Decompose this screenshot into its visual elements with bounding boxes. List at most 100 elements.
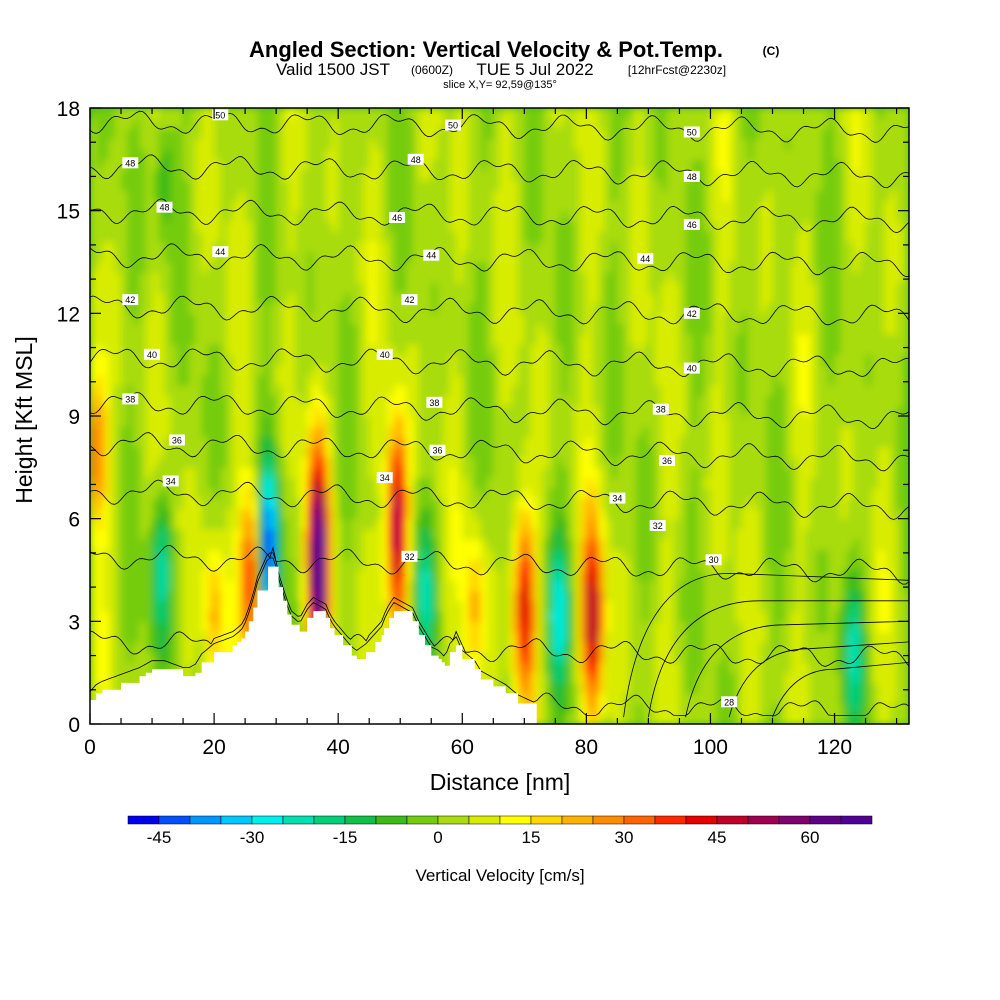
velocity-cell xyxy=(121,498,128,509)
velocity-cell xyxy=(183,374,190,386)
velocity-cell xyxy=(499,580,507,592)
velocity-cell xyxy=(561,220,569,232)
velocity-cell xyxy=(139,118,147,130)
velocity-cell xyxy=(257,528,265,540)
velocity-cell xyxy=(127,508,135,520)
velocity-cell xyxy=(245,477,252,489)
velocity-cell xyxy=(369,426,376,438)
velocity-cell xyxy=(238,108,246,119)
velocity-cell xyxy=(220,282,228,294)
velocity-cell xyxy=(518,600,525,612)
velocity-cell xyxy=(127,528,135,540)
velocity-cell xyxy=(338,169,345,181)
velocity-cell xyxy=(282,231,290,243)
velocity-cell xyxy=(294,374,302,386)
velocity-cell xyxy=(363,416,370,427)
velocity-cell xyxy=(145,333,153,345)
velocity-cell xyxy=(387,169,395,181)
velocity-cell xyxy=(524,159,532,171)
velocity-cell xyxy=(319,446,327,458)
velocity-cell xyxy=(189,128,197,140)
velocity-cell xyxy=(319,364,327,376)
velocity-cell xyxy=(443,292,451,304)
velocity-cell xyxy=(127,262,135,273)
velocity-cell xyxy=(542,621,550,633)
velocity-cell xyxy=(418,323,426,335)
velocity-cell xyxy=(425,405,432,417)
velocity-cell xyxy=(567,641,575,653)
velocity-cell xyxy=(307,559,314,571)
velocity-cell xyxy=(158,662,166,674)
velocity-cell xyxy=(96,108,103,119)
velocity-cell xyxy=(518,416,525,427)
velocity-cell xyxy=(127,374,135,386)
velocity-cell xyxy=(468,190,476,201)
velocity-cell xyxy=(555,364,563,376)
velocity-cell xyxy=(567,662,575,674)
velocity-cell xyxy=(164,190,172,201)
velocity-cell xyxy=(195,262,203,273)
velocity-cell xyxy=(406,272,414,284)
velocity-cell xyxy=(158,611,166,622)
velocity-cell xyxy=(530,374,538,386)
velocity-cell xyxy=(474,641,482,653)
velocity-cell xyxy=(145,498,153,509)
velocity-cell xyxy=(443,220,451,232)
velocity-cell xyxy=(201,210,209,222)
velocity-cell xyxy=(462,385,470,397)
velocity-cell xyxy=(164,405,172,417)
velocity-cell xyxy=(567,241,575,253)
velocity-cell xyxy=(313,200,321,212)
velocity-cell xyxy=(375,590,383,602)
velocity-cell xyxy=(288,200,296,212)
velocity-cell xyxy=(90,251,97,263)
velocity-cell xyxy=(145,559,153,571)
velocity-cell xyxy=(226,169,234,181)
velocity-cell xyxy=(474,652,482,663)
velocity-cell xyxy=(449,570,457,581)
velocity-cell xyxy=(331,200,339,212)
velocity-cell xyxy=(245,621,252,633)
velocity-cell xyxy=(542,600,550,612)
velocity-cell xyxy=(406,323,414,335)
velocity-cell xyxy=(363,344,370,355)
velocity-cell xyxy=(406,436,414,448)
velocity-cell xyxy=(96,457,103,468)
velocity-cell xyxy=(139,477,147,489)
velocity-cell xyxy=(437,549,445,561)
velocity-cell xyxy=(524,508,532,520)
velocity-cell xyxy=(226,549,234,561)
velocity-cell xyxy=(412,210,420,222)
velocity-cell xyxy=(344,344,352,355)
velocity-cell xyxy=(96,590,103,602)
velocity-cell xyxy=(238,580,246,592)
velocity-cell xyxy=(542,385,550,397)
velocity-cell xyxy=(375,333,383,345)
velocity-cell xyxy=(121,487,128,499)
velocity-cell xyxy=(226,426,234,438)
velocity-cell xyxy=(567,426,575,438)
velocity-cell xyxy=(114,344,122,355)
velocity-cell xyxy=(369,467,376,479)
velocity-cell xyxy=(257,559,265,571)
velocity-cell xyxy=(431,528,439,540)
velocity-cell xyxy=(456,303,463,314)
velocity-cell xyxy=(300,210,308,222)
velocity-cell xyxy=(542,662,550,674)
velocity-cell xyxy=(145,600,153,612)
velocity-cell xyxy=(108,303,116,314)
velocity-cell xyxy=(549,549,556,561)
velocity-cell xyxy=(189,272,197,284)
velocity-cell xyxy=(307,477,314,489)
velocity-cell xyxy=(381,241,389,253)
velocity-cell xyxy=(369,436,376,448)
velocity-cell xyxy=(449,210,457,222)
velocity-cell xyxy=(269,374,277,386)
velocity-cell xyxy=(176,416,184,427)
velocity-cell xyxy=(363,149,370,160)
velocity-cell xyxy=(176,374,184,386)
velocity-cell xyxy=(139,210,147,222)
velocity-cell xyxy=(443,169,451,181)
velocity-cell xyxy=(381,416,389,427)
velocity-cell xyxy=(542,138,550,150)
